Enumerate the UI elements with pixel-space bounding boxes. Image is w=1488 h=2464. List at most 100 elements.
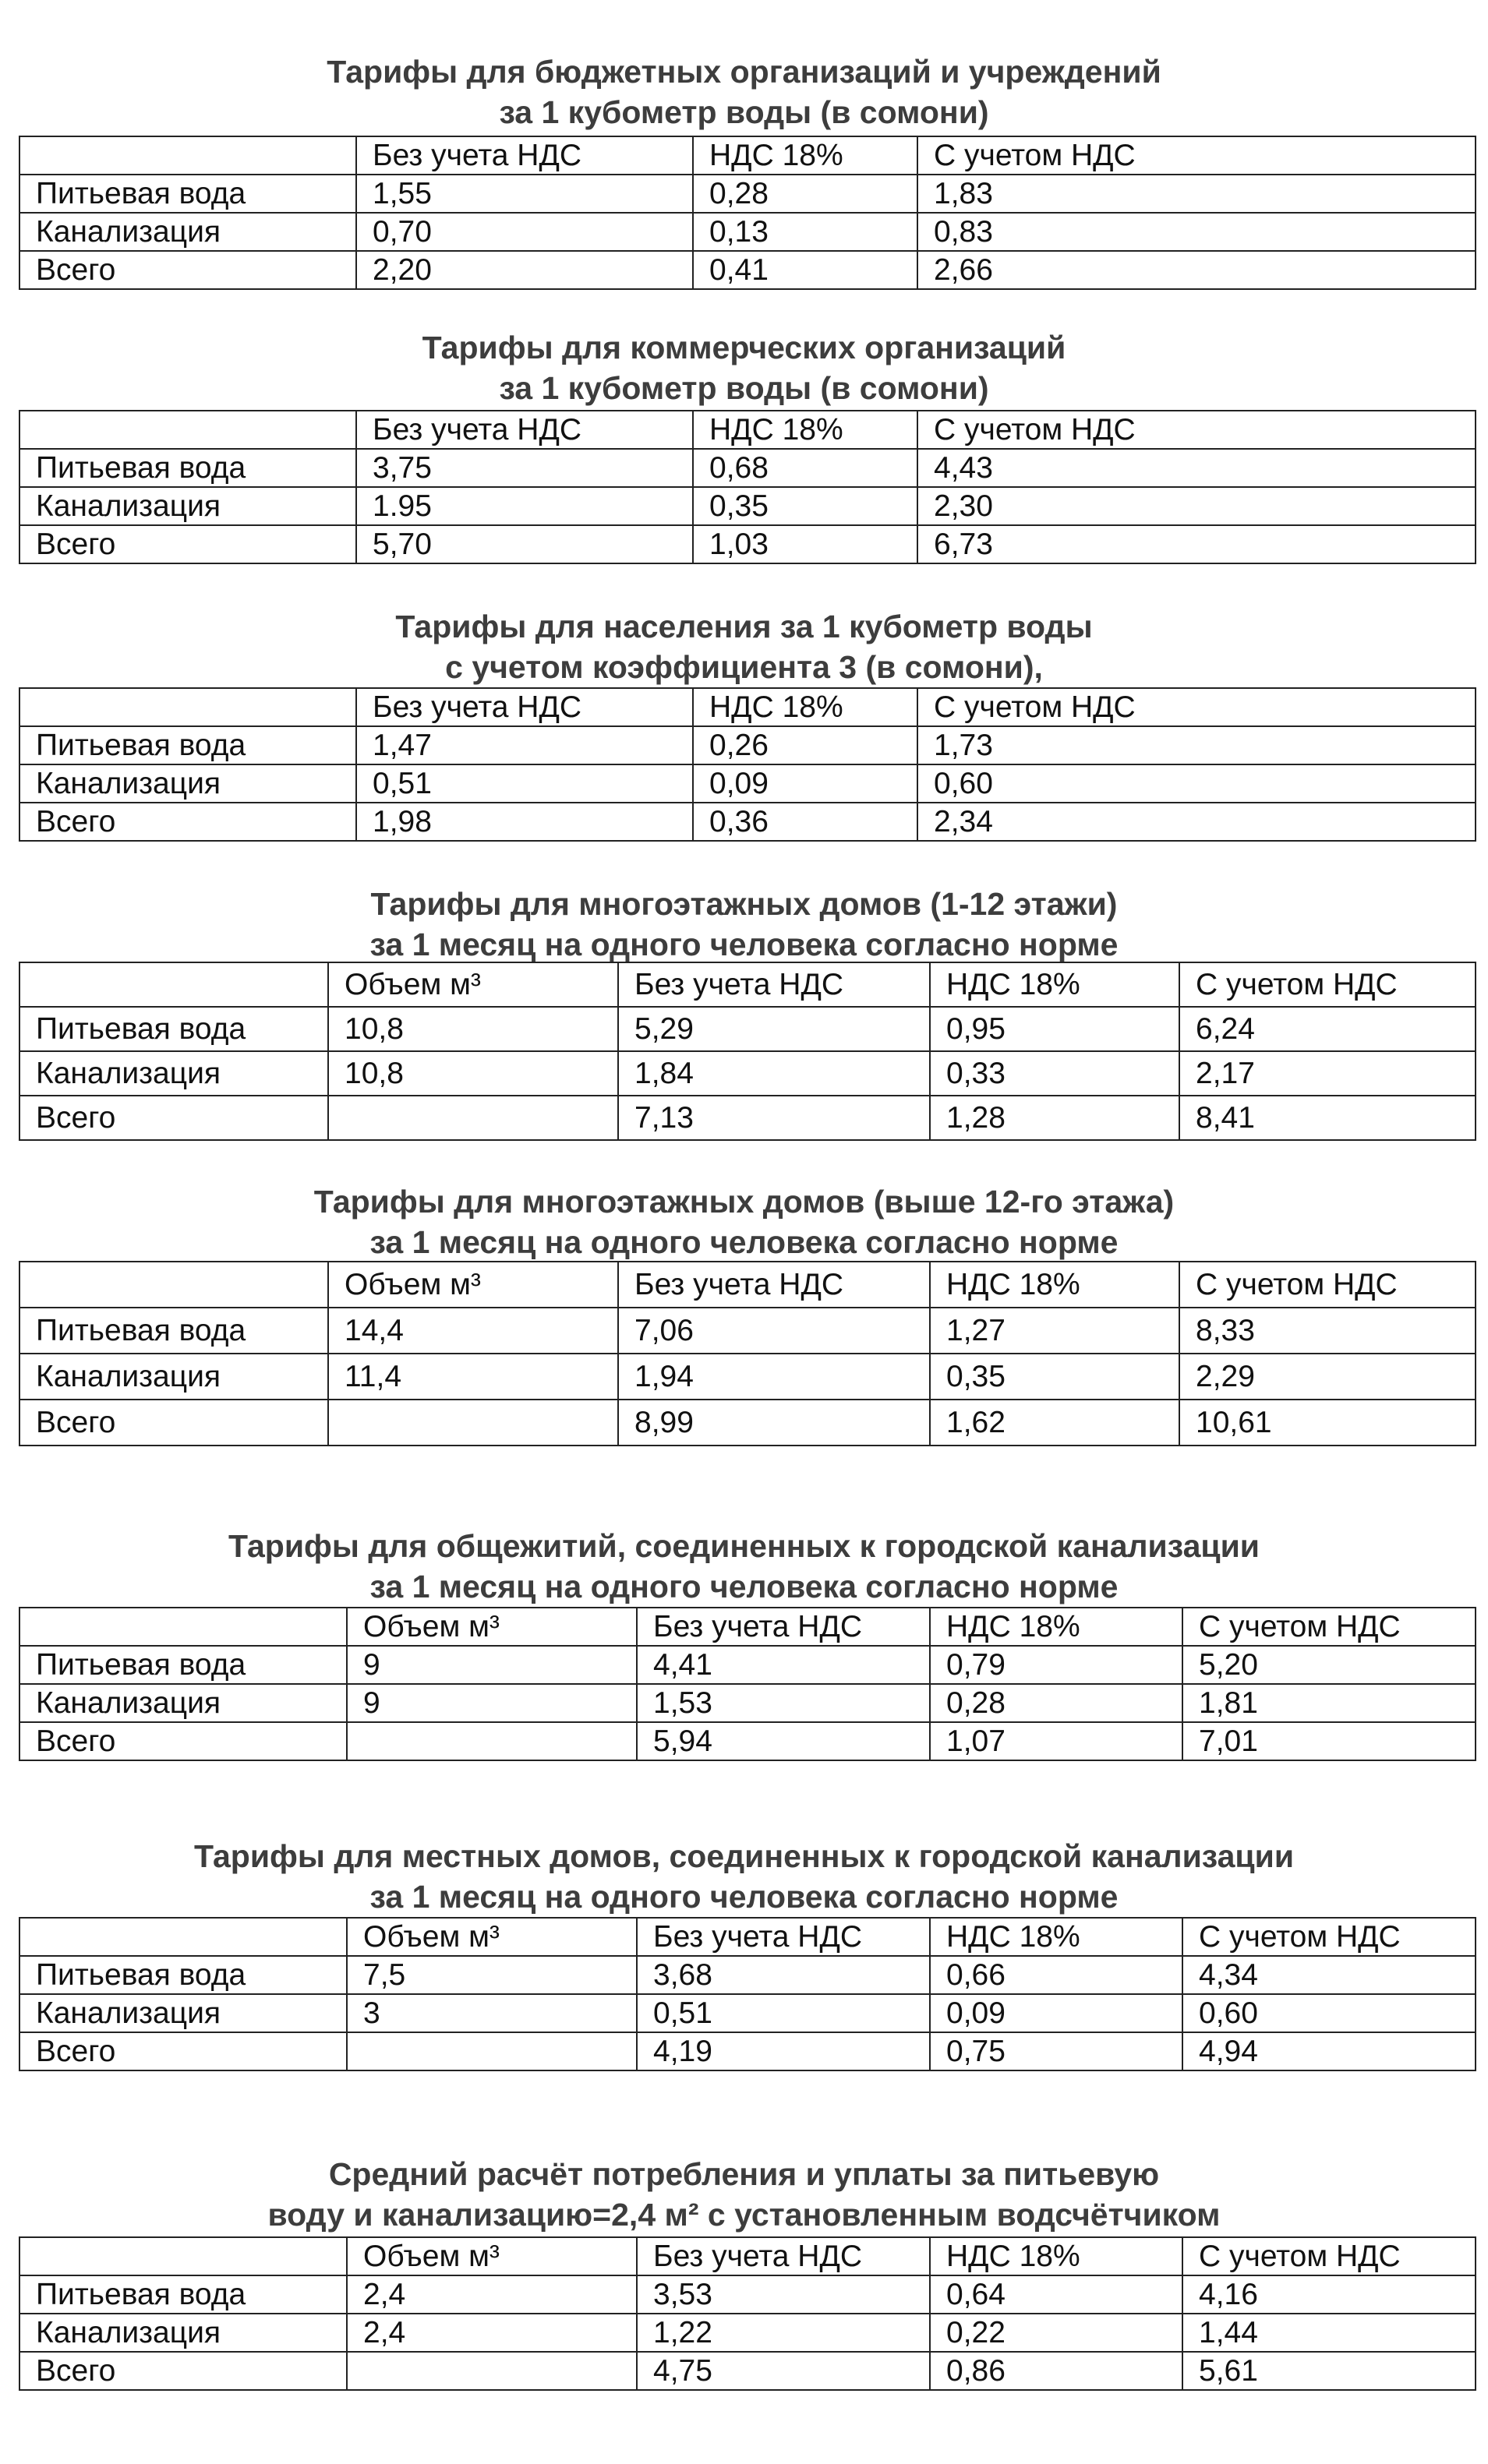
table-cell: 0,64 (929, 2275, 1183, 2314)
table-cell: Всего (19, 802, 357, 842)
table-cell: 1,53 (636, 1683, 931, 1723)
header-cell: С учетом НДС (1182, 2236, 1476, 2276)
table-cell: 0,66 (929, 1955, 1183, 1995)
header-row: Без учета НДС НДС 18% С учетом НДС (19, 687, 1476, 727)
table-cell: 0,75 (929, 2032, 1183, 2071)
table-row: Канализация 10,8 1,84 0,33 2,17 (19, 1050, 1476, 1096)
table-cell: 7,01 (1182, 1721, 1476, 1761)
table-cell (327, 1095, 619, 1141)
title-line: Тарифы для коммерческих организаций (422, 330, 1066, 365)
table-cell: 8,99 (617, 1399, 931, 1446)
header-cell: Объем м³ (346, 1607, 638, 1647)
header-cell: Без учета НДС (636, 1607, 931, 1647)
table-row: Всего 7,13 1,28 8,41 (19, 1095, 1476, 1141)
table-cell: 0,35 (692, 486, 918, 526)
table-row: Канализация 1.95 0,35 2,30 (19, 486, 1476, 526)
table-title: Тарифы для бюджетных организаций и учреж… (0, 51, 1488, 132)
title-line: Тарифы для многоэтажных домов (1-12 этаж… (370, 886, 1118, 922)
table-cell: Питьевая вода (19, 1006, 329, 1052)
table-cell: 2,34 (917, 802, 1476, 842)
table-cell: 1.95 (355, 486, 694, 526)
header-cell: С учетом НДС (1179, 962, 1476, 1008)
header-cell: Без учета НДС (636, 2236, 931, 2276)
table-row: Канализация 0,70 0,13 0,83 (19, 212, 1476, 252)
table-row: Питьевая вода 10,8 5,29 0,95 6,24 (19, 1006, 1476, 1052)
title-line: за 1 месяц на одного человека согласно н… (369, 927, 1119, 962)
table-cell: 5,70 (355, 524, 694, 564)
header-cell: Без учета НДС (636, 1917, 931, 1957)
table-cell: Канализация (19, 1050, 329, 1096)
table-row: Всего 4,19 0,75 4,94 (19, 2032, 1476, 2071)
header-cell (19, 1917, 348, 1957)
table-cell: 5,94 (636, 1721, 931, 1761)
table-cell: 9 (346, 1645, 638, 1685)
header-cell: С учетом НДС (1182, 1917, 1476, 1957)
table-cell: Всего (19, 1399, 329, 1446)
table-cell: 0,13 (692, 212, 918, 252)
table-cell: 11,4 (327, 1353, 619, 1400)
table-cell: 0,51 (636, 1993, 931, 2033)
header-cell: НДС 18% (929, 1917, 1183, 1957)
table-cell: 2,4 (346, 2275, 638, 2314)
table-title: Тарифы для многоэтажных домов (1-12 этаж… (0, 884, 1488, 965)
header-row: Без учета НДС НДС 18% С учетом НДС (19, 136, 1476, 175)
table-cell: Всего (19, 2032, 348, 2071)
table-cell: Канализация (19, 1683, 348, 1723)
header-cell: С учетом НДС (917, 136, 1476, 175)
tariff-table: Без учета НДС НДС 18% С учетом НДС Питьевая… (19, 687, 1476, 842)
table-cell: 0,79 (929, 1645, 1183, 1685)
table-cell: 6,73 (917, 524, 1476, 564)
table-cell: 0,33 (929, 1050, 1180, 1096)
table-cell: 0,28 (692, 174, 918, 214)
title-line: Средний расчёт потребления и уплаты за п… (328, 2156, 1160, 2192)
table-cell: 0,70 (355, 212, 694, 252)
table-row: Канализация 3 0,51 0,09 0,60 (19, 1993, 1476, 2033)
table-row: Питьевая вода 1,47 0,26 1,73 (19, 725, 1476, 765)
header-row: Объем м³ Без учета НДС НДС 18% С учетом НДС (19, 962, 1476, 1008)
table-cell: 1,27 (929, 1307, 1180, 1354)
table-cell: Питьевая вода (19, 1955, 348, 1995)
tariff-table: Без учета НДС НДС 18% С учетом НДС Питьевая… (19, 136, 1476, 290)
header-cell (19, 136, 357, 175)
header-cell: Без учета НДС (617, 1261, 931, 1308)
table-cell: Всего (19, 1721, 348, 1761)
table-row: Всего 2,20 0,41 2,66 (19, 250, 1476, 290)
table-cell: 6,24 (1179, 1006, 1476, 1052)
table-cell: 0,36 (692, 802, 918, 842)
table-cell: 4,19 (636, 2032, 931, 2071)
table-cell: 10,8 (327, 1050, 619, 1096)
table-cell (346, 2032, 638, 2071)
table-cell: Питьевая вода (19, 448, 357, 488)
table-cell: 0,95 (929, 1006, 1180, 1052)
header-cell (19, 1261, 329, 1308)
table-cell: 8,41 (1179, 1095, 1476, 1141)
table-row: Всего 1,98 0,36 2,34 (19, 802, 1476, 842)
table-cell: Питьевая вода (19, 1307, 329, 1354)
table-cell: 1,83 (917, 174, 1476, 214)
table-cell: 1,55 (355, 174, 694, 214)
table-title: Тарифы для многоэтажных домов (выше 12-г… (0, 1181, 1488, 1262)
title-line: Тарифы для бюджетных организаций и учреж… (327, 54, 1161, 90)
table-cell: Питьевая вода (19, 174, 357, 214)
table-row: Питьевая вода 2,4 3,53 0,64 4,16 (19, 2275, 1476, 2314)
table-cell: Канализация (19, 764, 357, 803)
header-row: Объем м³ Без учета НДС НДС 18% С учетом НДС (19, 1607, 1476, 1647)
header-cell: Объем м³ (327, 1261, 619, 1308)
header-cell (19, 2236, 348, 2276)
title-line: Тарифы для многоэтажных домов (выше 12-г… (313, 1184, 1175, 1220)
table-cell: 0,83 (917, 212, 1476, 252)
title-line: Тарифы для местных домов, соединенных к … (193, 1838, 1295, 1874)
table-cell: Канализация (19, 212, 357, 252)
table-title: Тарифы для коммерческих организаций за 1 … (0, 327, 1488, 408)
header-cell: НДС 18% (929, 1607, 1183, 1647)
header-row: Без учета НДС НДС 18% С учетом НДС (19, 410, 1476, 450)
table-row: Питьевая вода 3,75 0,68 4,43 (19, 448, 1476, 488)
table-cell: 3,53 (636, 2275, 931, 2314)
tariff-table: Без учета НДС НДС 18% С учетом НДС Питьевая… (19, 410, 1476, 564)
title-line: за 1 месяц на одного человека согласно н… (369, 1879, 1119, 1915)
table-row: Канализация 9 1,53 0,28 1,81 (19, 1683, 1476, 1723)
table-cell: 2,4 (346, 2313, 638, 2353)
table-cell: Всего (19, 1095, 329, 1141)
header-cell: Без учета НДС (355, 410, 694, 450)
table-row: Питьевая вода 14,4 7,06 1,27 8,33 (19, 1307, 1476, 1354)
